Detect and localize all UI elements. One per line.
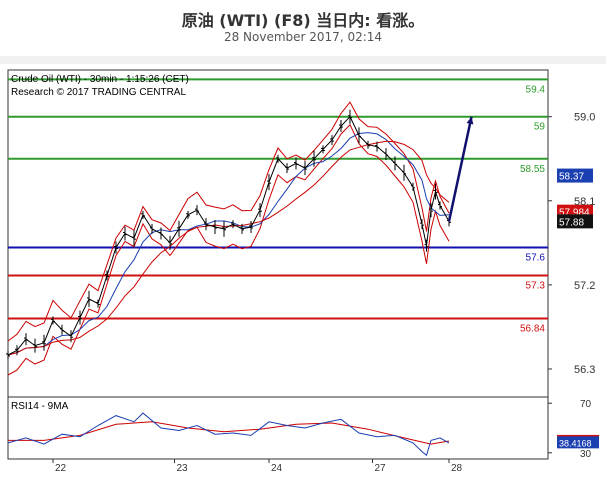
y-tick-label: 58.1 [574,196,595,208]
rsi-y-tick-label: 70 [580,399,592,410]
header: 原油 (WTI) (F8) 当日内: 看涨。 28 November 2017,… [0,0,606,56]
bands-layer [7,101,450,376]
y-tick-label: 57.2 [574,280,595,292]
y-tick-label: 59.0 [574,112,595,124]
levels-layer: 59.4 59 58.55 57.6 57.3 56.84 [8,78,548,335]
page-subtitle: 28 November 2017, 02:14 [223,30,383,44]
rsi-y-tick-label: 30 [580,449,592,460]
rsi-badge-label: 38.4168 [559,438,592,448]
research-label: Research © 2017 TRADING CENTRAL [11,87,186,98]
page-title: 原油 (WTI) (F8) 当日内: 看涨。 [181,11,425,30]
x-tick-label: 28 [451,463,463,474]
price-badge-label: 57.984 [559,208,590,219]
rsi-line [7,412,450,457]
support-label: 56.84 [520,324,545,335]
rsi-layer [7,412,450,457]
x-tick-label: 22 [55,463,67,474]
x-tick-label: 24 [271,463,283,474]
lower-band [7,123,450,376]
resistance-label: 59 [534,122,546,133]
price-chart-frame [7,69,549,398]
pivot-label: 57.6 [526,253,546,264]
x-tick-label: 23 [177,463,189,474]
instrument-label: Crude Oil (WTI) - 30min - 1:15:26 (CET) [11,74,189,85]
rsi-label: RSI14 - 9MA [11,401,69,412]
price-badge [557,168,593,183]
price-line [7,115,450,356]
price-badge [557,214,593,229]
header-separator [0,56,606,64]
price-layer [6,109,474,359]
projection-arrow [447,116,473,222]
rsi-chart-frame [7,396,549,460]
resistance-label: 59.4 [526,84,546,95]
moving-average-slow [7,140,450,356]
moving-average-fast [7,132,450,356]
projection-arrow-head [466,116,474,125]
x-tick-label: 27 [375,463,387,474]
y-tick-label: 56.3 [574,364,595,376]
upper-band [7,101,450,342]
support-label: 57.3 [526,281,546,292]
price-badge-label: 58.37 [559,172,584,183]
resistance-label: 58.55 [520,164,545,175]
price-badge-label: 57.88 [559,217,584,228]
rsi-badge [557,436,599,449]
